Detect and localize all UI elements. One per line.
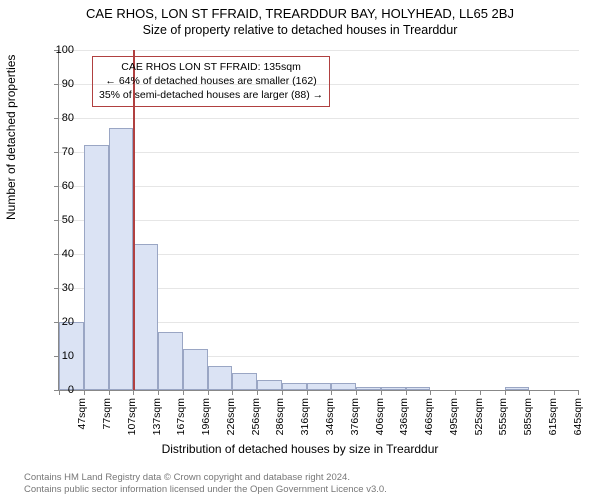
chart-container: { "title": "CAE RHOS, LON ST FFRAID, TRE… [0, 0, 600, 500]
gridline [59, 50, 579, 51]
x-tick-label: 376sqm [349, 398, 361, 444]
x-tick-label: 615sqm [547, 398, 559, 444]
histogram-bar [331, 383, 356, 390]
x-tick-mark [183, 390, 184, 395]
x-tick-label: 406sqm [374, 398, 386, 444]
x-tick-mark [529, 390, 530, 395]
x-tick-mark [208, 390, 209, 395]
x-tick-label: 436sqm [398, 398, 410, 444]
histogram-bar [183, 349, 208, 390]
x-tick-label: 47sqm [76, 398, 88, 444]
footer-line-1: Contains HM Land Registry data © Crown c… [24, 472, 387, 484]
x-tick-label: 107sqm [126, 398, 138, 444]
y-tick-label: 80 [44, 112, 74, 124]
x-tick-mark [133, 390, 134, 395]
histogram-bar [307, 383, 332, 390]
footer-line-2: Contains public sector information licen… [24, 484, 387, 496]
x-tick-label: 137sqm [151, 398, 163, 444]
gridline [59, 186, 579, 187]
x-tick-mark [505, 390, 506, 395]
gridline [59, 118, 579, 119]
y-tick-label: 30 [44, 282, 74, 294]
histogram-bar [406, 387, 431, 390]
histogram-bar [232, 373, 257, 390]
x-tick-mark [430, 390, 431, 395]
x-tick-mark [381, 390, 382, 395]
histogram-bar [84, 145, 109, 390]
x-tick-label: 286sqm [274, 398, 286, 444]
x-tick-mark [406, 390, 407, 395]
x-tick-label: 525sqm [473, 398, 485, 444]
y-tick-label: 10 [44, 350, 74, 362]
x-tick-mark [455, 390, 456, 395]
x-tick-mark [282, 390, 283, 395]
x-axis-label: Distribution of detached houses by size … [0, 442, 600, 456]
x-tick-label: 226sqm [225, 398, 237, 444]
annotation-line: CAE RHOS LON ST FFRAID: 135sqm [99, 60, 323, 74]
x-tick-label: 167sqm [175, 398, 187, 444]
x-tick-mark [109, 390, 110, 395]
chart-subtitle: Size of property relative to detached ho… [0, 21, 600, 37]
chart-title: CAE RHOS, LON ST FFRAID, TREARDDUR BAY, … [0, 0, 600, 21]
histogram-bar [381, 387, 406, 390]
histogram-bar [282, 383, 307, 390]
histogram-bar [208, 366, 233, 390]
y-tick-label: 60 [44, 180, 74, 192]
annotation-line: 35% of semi-detached houses are larger (… [99, 88, 323, 102]
footer-attribution: Contains HM Land Registry data © Crown c… [24, 472, 387, 496]
gridline [59, 152, 579, 153]
annotation-box: CAE RHOS LON ST FFRAID: 135sqm← 64% of d… [92, 56, 330, 107]
x-tick-mark [480, 390, 481, 395]
x-tick-label: 466sqm [423, 398, 435, 444]
x-tick-label: 77sqm [101, 398, 113, 444]
x-tick-label: 256sqm [250, 398, 262, 444]
x-tick-label: 645sqm [572, 398, 584, 444]
x-tick-label: 555sqm [497, 398, 509, 444]
histogram-bar [257, 380, 282, 390]
x-tick-mark [232, 390, 233, 395]
x-tick-label: 346sqm [324, 398, 336, 444]
x-tick-mark [554, 390, 555, 395]
histogram-bar [109, 128, 134, 390]
y-tick-label: 0 [44, 384, 74, 396]
x-tick-mark [257, 390, 258, 395]
histogram-bar [505, 387, 530, 390]
x-tick-mark [331, 390, 332, 395]
y-tick-label: 100 [44, 44, 74, 56]
x-tick-mark [307, 390, 308, 395]
y-tick-label: 90 [44, 78, 74, 90]
y-tick-label: 50 [44, 214, 74, 226]
y-tick-label: 20 [44, 316, 74, 328]
histogram-bar [158, 332, 183, 390]
histogram-bar [356, 387, 381, 390]
x-tick-label: 585sqm [522, 398, 534, 444]
x-tick-mark [84, 390, 85, 395]
x-tick-label: 495sqm [448, 398, 460, 444]
x-tick-mark [158, 390, 159, 395]
x-tick-mark [578, 390, 579, 395]
x-tick-label: 316sqm [299, 398, 311, 444]
y-tick-label: 70 [44, 146, 74, 158]
histogram-bar [133, 244, 158, 390]
y-tick-label: 40 [44, 248, 74, 260]
y-axis-label: Number of detached properties [4, 55, 18, 220]
x-tick-mark [356, 390, 357, 395]
gridline [59, 220, 579, 221]
x-tick-label: 196sqm [200, 398, 212, 444]
annotation-line: ← 64% of detached houses are smaller (16… [99, 74, 323, 88]
